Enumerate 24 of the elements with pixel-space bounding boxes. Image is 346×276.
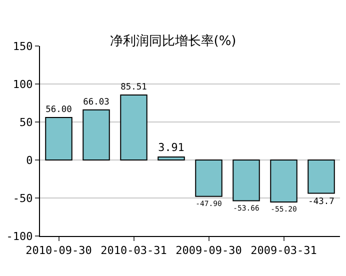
y-tick-label: 50: [20, 116, 33, 129]
bar: [120, 94, 148, 160]
x-tick-label: 2010-09-30: [26, 244, 92, 258]
bar: [82, 109, 110, 160]
x-tick-label: 2009-03-31: [250, 244, 317, 258]
data-label: 66.03: [83, 97, 110, 108]
bar: [158, 156, 185, 160]
chart-title: 净利润同比增长率(%): [110, 32, 236, 49]
y-tick-label: 0: [26, 154, 33, 167]
bar: [270, 160, 298, 202]
y-tick-label: 100: [12, 78, 33, 91]
y-tick-label: 150: [12, 40, 33, 53]
bar: [45, 116, 72, 160]
y-tick-label: -100: [6, 230, 33, 243]
data-label: 56.00: [46, 105, 72, 116]
data-label: 85.51: [120, 82, 147, 93]
bar: [308, 160, 335, 194]
x-tick-label: 2010-03-31: [100, 244, 167, 258]
bar: [232, 160, 260, 202]
bar: [195, 160, 222, 197]
x-tick-label: 2009-09-30: [176, 244, 242, 258]
data-label: 3.91: [158, 141, 184, 154]
data-label: -43.7: [308, 197, 334, 208]
y-tick-label: -50: [12, 192, 33, 205]
